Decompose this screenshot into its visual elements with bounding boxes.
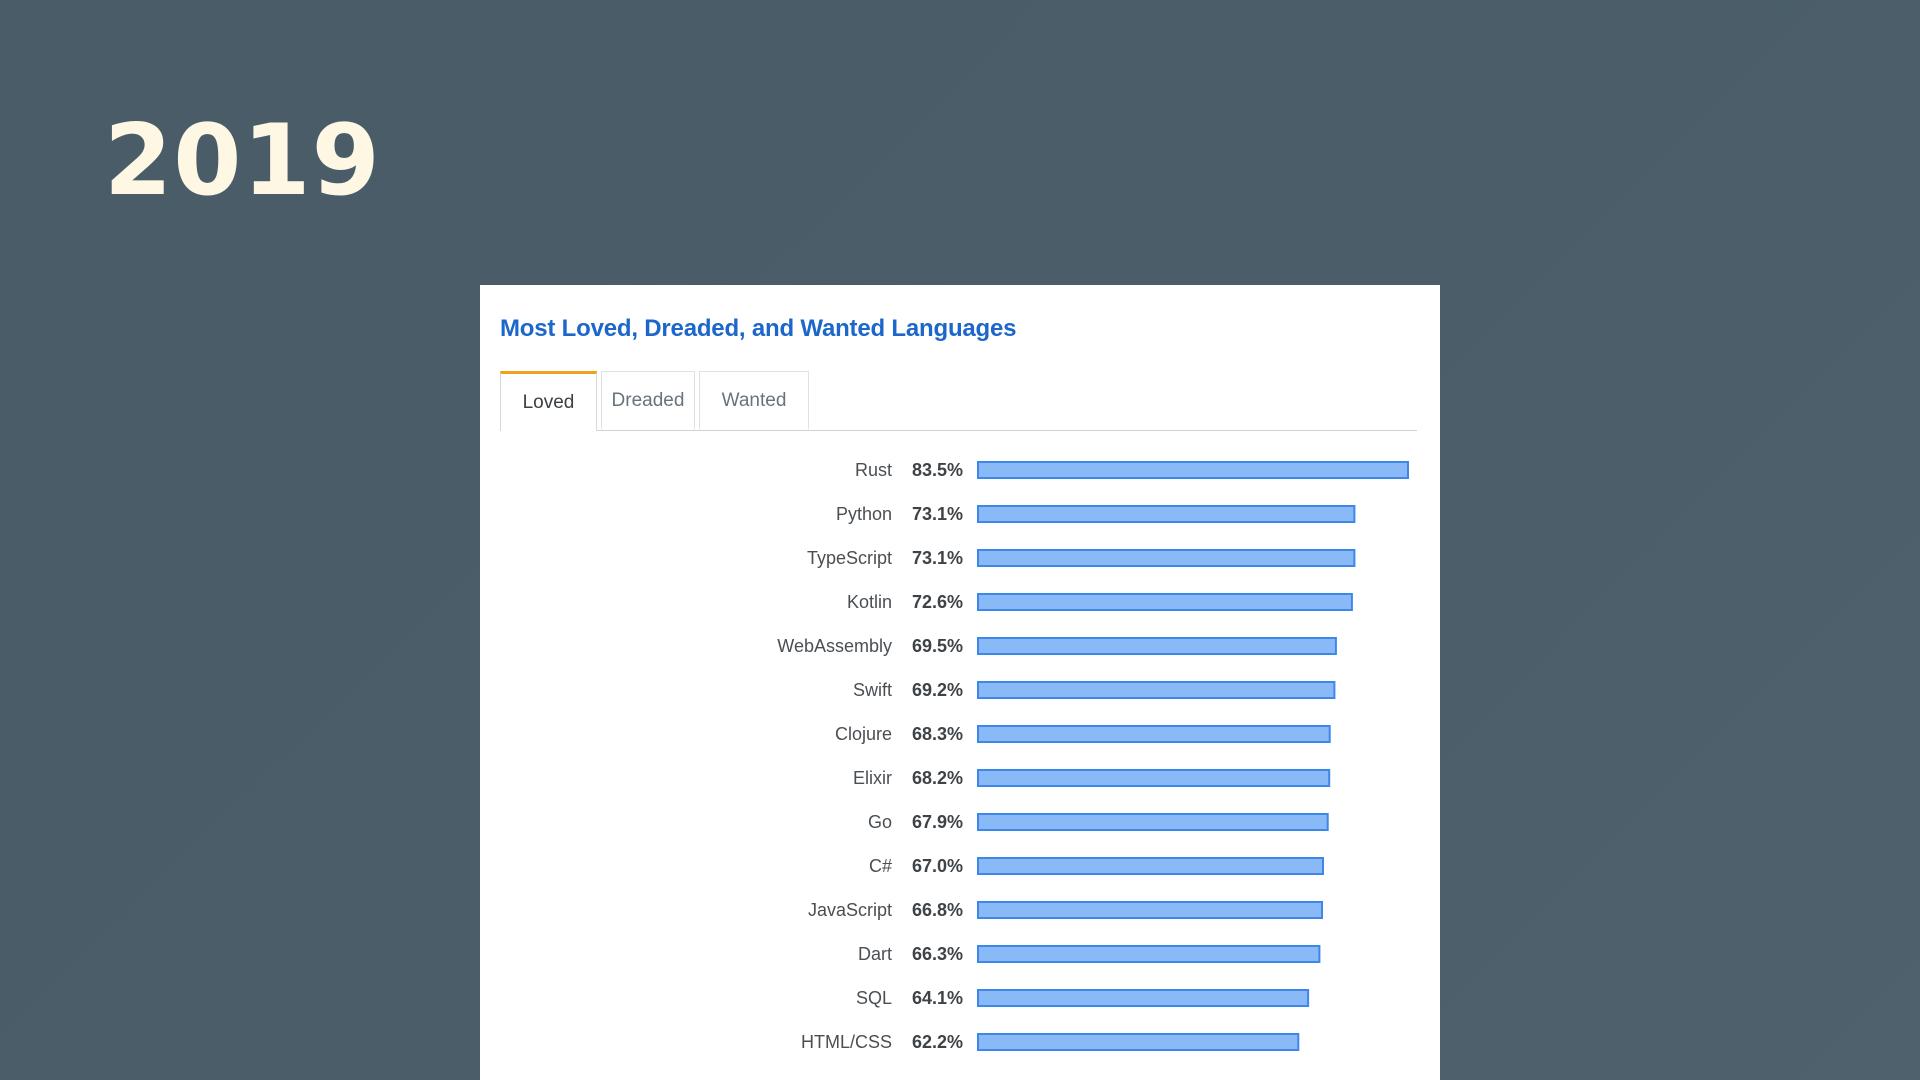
bar-swift[interactable] xyxy=(977,681,1336,699)
tab-bar: Loved Dreaded Wanted xyxy=(500,371,1417,431)
bar-go[interactable] xyxy=(977,813,1329,831)
category-label-csharp: C# xyxy=(869,856,892,876)
category-label-swift: Swift xyxy=(853,680,892,700)
category-label-elixir: Elixir xyxy=(853,768,892,788)
value-label-python: 73.1% xyxy=(912,504,963,524)
bar-python[interactable] xyxy=(977,505,1356,523)
category-label-html-css: HTML/CSS xyxy=(801,1032,892,1052)
category-label-kotlin: Kotlin xyxy=(847,592,892,612)
slide-title: 2019 xyxy=(104,104,381,218)
value-label-swift: 69.2% xyxy=(912,680,963,700)
category-label-rust: Rust xyxy=(855,460,892,480)
bar-webassembly[interactable] xyxy=(977,637,1337,655)
category-label-typescript: TypeScript xyxy=(807,548,892,568)
category-label-clojure: Clojure xyxy=(835,724,892,744)
bar-dart[interactable] xyxy=(977,945,1321,963)
value-label-dart: 66.3% xyxy=(912,944,963,964)
bar-rust[interactable] xyxy=(977,461,1409,479)
bar-csharp[interactable] xyxy=(977,857,1324,875)
bar-sql[interactable] xyxy=(977,989,1310,1007)
value-label-elixir: 68.2% xyxy=(912,768,963,788)
category-label-sql: SQL xyxy=(856,988,892,1008)
category-label-go: Go xyxy=(868,812,892,832)
value-label-rust: 83.5% xyxy=(912,460,963,480)
value-label-javascript: 66.8% xyxy=(912,900,963,920)
value-label-sql: 64.1% xyxy=(912,988,963,1008)
value-label-kotlin: 72.6% xyxy=(912,592,963,612)
category-label-python: Python xyxy=(836,504,892,524)
tab-wanted[interactable]: Wanted xyxy=(699,371,809,429)
bar-kotlin[interactable] xyxy=(977,593,1353,611)
value-label-typescript: 73.1% xyxy=(912,548,963,568)
bar-clojure[interactable] xyxy=(977,725,1331,743)
loved-languages-bar-chart: Rust 83.5% Python 73.1% TypeScript 73.1% Kotli… xyxy=(777,460,1409,1052)
bar-typescript[interactable] xyxy=(977,549,1356,567)
category-label-javascript: JavaScript xyxy=(808,900,892,920)
tab-dreaded[interactable]: Dreaded xyxy=(601,371,695,429)
bar-elixir[interactable] xyxy=(977,769,1331,787)
value-label-webassembly: 69.5% xyxy=(912,636,963,656)
bar-javascript[interactable] xyxy=(977,901,1323,919)
bar-html-css[interactable] xyxy=(977,1033,1300,1051)
value-label-clojure: 68.3% xyxy=(912,724,963,744)
category-label-dart: Dart xyxy=(858,944,892,964)
panel-title: Most Loved, Dreaded, and Wanted Language… xyxy=(500,315,1017,342)
value-label-go: 67.9% xyxy=(912,812,963,832)
tab-loved[interactable]: Loved xyxy=(500,371,597,431)
value-label-html-css: 62.2% xyxy=(912,1032,963,1052)
value-label-csharp: 67.0% xyxy=(912,856,963,876)
category-label-webassembly: WebAssembly xyxy=(777,636,892,656)
chart-panel: Most Loved, Dreaded, and Wanted Language… xyxy=(480,285,1440,1080)
